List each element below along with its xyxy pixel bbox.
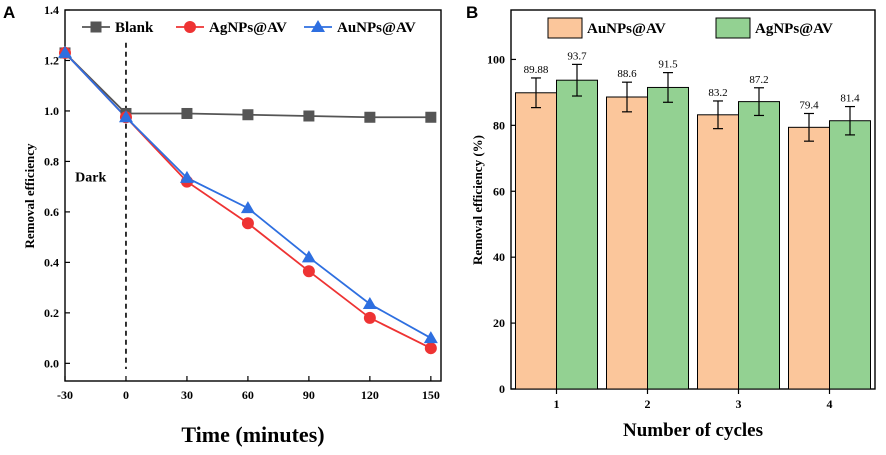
data-point-agnps-av (241, 217, 254, 230)
bar-agnps-av (556, 79, 598, 390)
legend-swatch-aunps-av (547, 17, 583, 39)
data-label-agnps-av: 81.4 (840, 93, 860, 105)
data-point-blank (181, 107, 193, 119)
x-tick-label: 60 (242, 388, 254, 402)
legend-label-aunps-av: AuNPs@AV (337, 20, 416, 36)
y-tick-label: 0.8 (44, 154, 59, 168)
panel-a-x-axis-label: Time (minutes) (181, 422, 324, 447)
data-label-agnps-av: 91.5 (658, 59, 678, 71)
panel-a-y-axis-label: Removal efficiency (22, 143, 37, 249)
series-line-aunps-av (64, 52, 432, 339)
panel-a-dark-marker: Dark (75, 42, 127, 369)
panel-a-legend: Blank AgNPs@AV AuNPs@AV (82, 20, 416, 36)
panel-b-x-axis-label: Number of cycles (623, 420, 763, 441)
data-point-agnps-av (302, 265, 315, 278)
y-tick-label: 60 (493, 184, 505, 198)
panel-a-ticks: -30 0 30 60 90 120 150 0.0 0.2 0.4 0.6 0.8 1.0 1.2 1.4 (44, 3, 440, 402)
data-point-aunps-av (118, 110, 133, 123)
y-tick-label: 0.2 (44, 306, 59, 320)
bar-aunps-av (606, 96, 648, 390)
x-tick-label: 90 (303, 388, 315, 402)
legend-label-aunps-av: AuNPs@AV (587, 21, 666, 37)
data-point-blank (425, 111, 437, 123)
y-tick-label: 0.0 (44, 356, 59, 370)
annotation-dark: Dark (75, 171, 106, 186)
y-tick-label: 0.6 (44, 205, 59, 219)
data-point-aunps-av (179, 170, 194, 183)
bar-aunps-av (697, 114, 739, 390)
panel-b-legend: AuNPs@AV AgNPs@AV (547, 17, 833, 39)
y-tick-label: 80 (493, 118, 505, 132)
data-point-aunps-av (362, 297, 377, 310)
legend-swatch-agnps-av (715, 17, 751, 39)
panel-b-plot-frame (510, 9, 876, 390)
y-tick-label: 1.4 (44, 3, 59, 17)
data-label-aunps-av: 79.4 (799, 99, 819, 111)
legend-marker-aunps-av (311, 20, 325, 32)
data-point-aunps-av (240, 201, 255, 214)
x-tick-label: 2 (645, 397, 651, 411)
series-line-blank (64, 52, 431, 119)
data-point-agnps-av (363, 311, 376, 324)
panel-b-bars: 89.88 93.7 88.6 91.5 83.2 87.2 79.4 81.4 (515, 50, 871, 390)
y-tick-label: 0 (499, 382, 505, 396)
legend-marker-blank (90, 21, 102, 33)
panel-letter-a: A (3, 3, 15, 22)
data-point-aunps-av (301, 250, 316, 263)
y-tick-label: 20 (493, 316, 505, 330)
x-tick-label: -30 (57, 388, 73, 402)
x-tick-label: 4 (827, 397, 833, 411)
legend-label-agnps-av: AgNPs@AV (755, 21, 833, 37)
legend-marker-agnps-av (184, 21, 196, 33)
legend-label-agnps-av: AgNPs@AV (209, 20, 287, 36)
y-tick-label: 100 (487, 52, 505, 66)
panel-b-ticks: 0 20 40 60 80 100 1 2 3 4 (487, 52, 833, 411)
data-point-blank (364, 111, 376, 123)
bar-aunps-av (788, 126, 830, 390)
y-tick-label: 1.2 (44, 53, 59, 67)
data-label-agnps-av: 87.2 (749, 74, 768, 86)
bar-agnps-av (738, 101, 780, 390)
y-tick-label: 0.4 (44, 255, 59, 269)
bar-aunps-av (515, 92, 557, 390)
bar-agnps-av (647, 86, 689, 390)
data-label-agnps-av: 93.7 (567, 50, 587, 62)
panel-a-plot-frame (64, 9, 442, 382)
data-point-aunps-av (423, 331, 438, 344)
legend-label-blank: Blank (115, 20, 154, 36)
bar-agnps-av (829, 120, 871, 390)
data-point-blank (303, 110, 315, 122)
data-label-aunps-av: 89.88 (524, 64, 549, 76)
x-tick-label: 3 (736, 397, 742, 411)
panel-b-y-axis-label: Removal efficiency (%) (470, 135, 485, 265)
series-line-agnps-av (64, 52, 432, 349)
panel-letter-b: B (466, 3, 478, 22)
data-label-aunps-av: 88.6 (617, 68, 637, 80)
y-tick-label: 40 (493, 250, 505, 264)
data-point-blank (242, 109, 254, 121)
x-tick-label: 30 (181, 388, 193, 402)
panel-a-series (58, 45, 438, 355)
data-label-aunps-av: 83.2 (708, 87, 727, 99)
data-point-aunps-av (58, 45, 72, 58)
data-point-agnps-av (424, 342, 437, 355)
x-tick-label: 1 (554, 397, 560, 411)
y-tick-label: 1.0 (44, 104, 59, 118)
x-tick-label: 150 (422, 388, 440, 402)
x-tick-label: 0 (123, 388, 129, 402)
x-tick-label: 120 (361, 388, 379, 402)
